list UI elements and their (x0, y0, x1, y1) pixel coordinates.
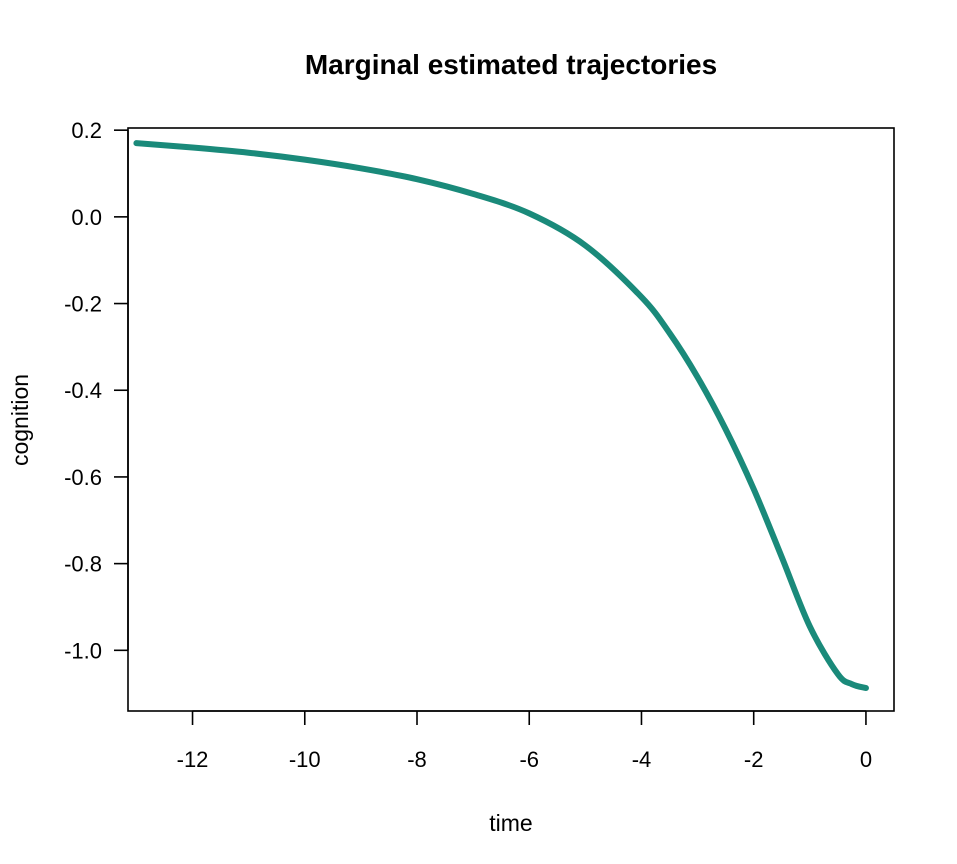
x-tick-label: 0 (860, 747, 872, 772)
x-tick-label: -6 (519, 747, 539, 772)
y-tick-label: 0.0 (71, 205, 102, 230)
y-tick-label: -0.4 (64, 378, 102, 403)
x-tick-label: -12 (177, 747, 209, 772)
series-line (133, 140, 869, 692)
y-tick-label: -0.2 (64, 292, 102, 317)
y-tick-label: -0.6 (64, 465, 102, 490)
x-axis-label: time (489, 810, 532, 836)
plot-frame (127, 127, 895, 712)
x-axis: -12 -10 -8 -6 -4 -2 0 (177, 710, 872, 772)
x-tick-label: -2 (744, 747, 764, 772)
y-axis-label: cognition (7, 374, 33, 466)
chart-title: Marginal estimated trajectories (305, 49, 717, 80)
x-tick-label: -10 (289, 747, 321, 772)
y-tick-label: -1.0 (64, 638, 102, 663)
y-axis: 0.2 0.0 -0.2 -0.4 -0.6 -0.8 -1.0 (64, 118, 129, 663)
y-tick-label: 0.2 (71, 118, 102, 143)
x-tick-label: -4 (632, 747, 652, 772)
y-tick-label: -0.8 (64, 552, 102, 577)
x-tick-label: -8 (407, 747, 427, 772)
